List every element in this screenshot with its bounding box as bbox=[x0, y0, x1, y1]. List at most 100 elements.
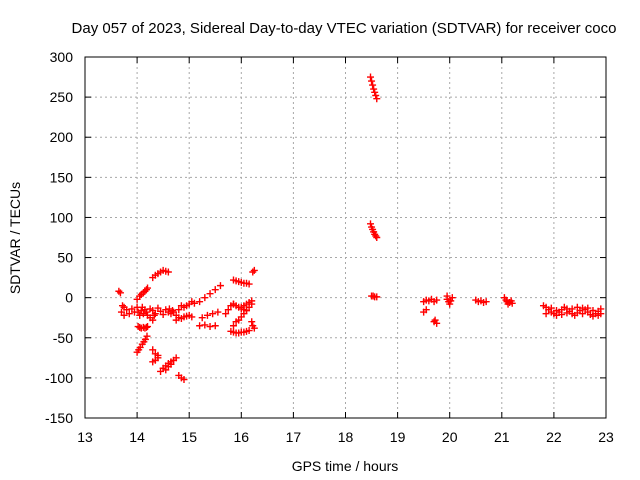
data-point bbox=[584, 304, 592, 312]
data-point bbox=[589, 307, 597, 315]
data-point bbox=[368, 77, 376, 85]
data-point bbox=[443, 292, 451, 300]
data-point bbox=[446, 300, 454, 308]
data-point bbox=[141, 335, 149, 343]
data-point bbox=[371, 88, 379, 96]
x-tick-label: 17 bbox=[286, 429, 302, 445]
y-axis-title: SDTVAR / TECUs bbox=[7, 182, 23, 294]
x-axis-title: GPS time / hours bbox=[292, 458, 399, 474]
data-point bbox=[563, 309, 571, 317]
data-point bbox=[367, 220, 375, 228]
y-tick-label: 250 bbox=[50, 89, 74, 105]
data-point bbox=[369, 292, 377, 300]
x-tick-label: 22 bbox=[546, 429, 562, 445]
data-point bbox=[249, 268, 257, 276]
data-point bbox=[116, 289, 124, 297]
data-point bbox=[373, 293, 381, 301]
data-point bbox=[154, 351, 162, 359]
data-point bbox=[188, 313, 196, 321]
data-point bbox=[372, 92, 380, 100]
data-point bbox=[250, 266, 258, 274]
x-tick-label: 19 bbox=[390, 429, 406, 445]
data-point bbox=[198, 314, 206, 322]
data-point bbox=[448, 294, 456, 302]
data-point bbox=[431, 316, 439, 324]
data-point bbox=[172, 354, 180, 362]
data-point bbox=[180, 375, 188, 383]
y-tick-label: -150 bbox=[45, 410, 73, 426]
data-point bbox=[508, 299, 516, 307]
data-point bbox=[144, 323, 152, 331]
data-point bbox=[134, 323, 142, 331]
data-point bbox=[150, 311, 158, 319]
data-point bbox=[568, 305, 576, 313]
data-point bbox=[433, 319, 441, 327]
y-tick-label: -50 bbox=[53, 330, 73, 346]
data-point bbox=[542, 310, 550, 318]
data-point bbox=[190, 299, 198, 307]
x-tick-label: 21 bbox=[494, 429, 510, 445]
data-point bbox=[149, 346, 157, 354]
data-point bbox=[120, 311, 128, 319]
data-point bbox=[216, 282, 224, 290]
data-point bbox=[175, 306, 183, 314]
data-point bbox=[196, 298, 204, 306]
data-point bbox=[214, 308, 222, 316]
x-tick-label: 13 bbox=[77, 429, 93, 445]
data-point bbox=[229, 322, 237, 330]
plot-frame bbox=[84, 56, 607, 419]
data-point bbox=[372, 232, 380, 240]
data-point bbox=[143, 332, 151, 340]
data-point bbox=[201, 321, 209, 329]
data-points bbox=[115, 73, 605, 383]
x-tick-labels: 13 14 15 16 17 18 19 20 21 22 23 bbox=[77, 429, 614, 445]
data-point bbox=[151, 310, 159, 318]
data-point bbox=[547, 304, 555, 312]
data-point bbox=[482, 298, 490, 306]
y-tick-label: 50 bbox=[57, 250, 73, 266]
data-point bbox=[553, 307, 561, 315]
data-point bbox=[134, 308, 142, 316]
data-point bbox=[504, 300, 512, 308]
data-point bbox=[597, 310, 605, 318]
data-point bbox=[209, 310, 217, 318]
grid-lines bbox=[85, 57, 606, 418]
x-tick-label: 16 bbox=[234, 429, 250, 445]
data-point bbox=[373, 234, 381, 241]
data-point bbox=[144, 284, 152, 292]
data-point bbox=[447, 297, 455, 305]
data-point bbox=[579, 310, 587, 318]
data-point bbox=[245, 280, 253, 288]
data-point bbox=[422, 306, 430, 314]
y-tick-label: 0 bbox=[65, 290, 73, 306]
data-point bbox=[206, 290, 214, 298]
data-point bbox=[123, 306, 131, 314]
chart-title: Day 057 of 2023, Sidereal Day-to-day VTE… bbox=[72, 20, 617, 37]
y-tick-label: 150 bbox=[50, 169, 74, 185]
data-point bbox=[211, 286, 219, 294]
data-point bbox=[125, 310, 133, 318]
data-point bbox=[139, 310, 147, 318]
y-tick-label: 100 bbox=[50, 209, 74, 225]
y-tick-label: -100 bbox=[45, 370, 73, 386]
data-point bbox=[115, 287, 123, 295]
data-point bbox=[149, 316, 157, 324]
data-point bbox=[370, 85, 378, 93]
x-tick-label: 20 bbox=[442, 429, 458, 445]
data-point bbox=[136, 292, 144, 300]
data-point bbox=[502, 296, 510, 304]
data-point bbox=[558, 311, 566, 319]
data-point bbox=[203, 311, 211, 319]
x-tick-label: 15 bbox=[181, 429, 197, 445]
data-point bbox=[369, 81, 377, 89]
data-point bbox=[243, 307, 251, 315]
data-point bbox=[142, 323, 150, 331]
y-tick-label: 300 bbox=[50, 49, 74, 65]
data-point bbox=[119, 302, 127, 310]
data-point bbox=[433, 296, 441, 304]
data-point bbox=[250, 324, 258, 332]
x-tick-label: 23 bbox=[598, 429, 614, 445]
data-point bbox=[169, 307, 177, 315]
x-tick-label: 18 bbox=[338, 429, 354, 445]
